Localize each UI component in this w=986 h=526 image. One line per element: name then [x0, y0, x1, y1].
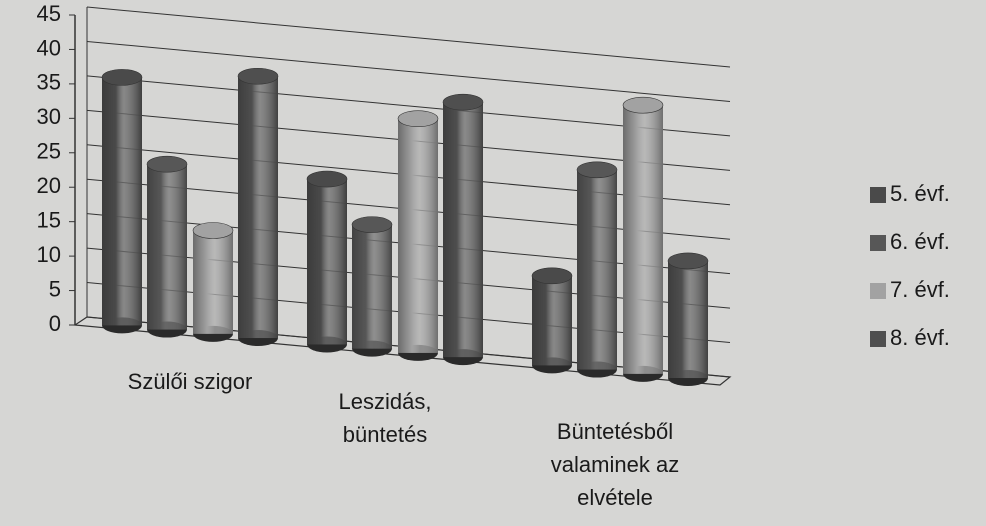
cylinder	[667, 252, 709, 387]
grid-line	[86, 75, 731, 137]
bar-tint	[307, 179, 347, 345]
bar-tint	[238, 76, 278, 339]
cylinder	[576, 161, 618, 378]
bar-tint	[193, 230, 233, 334]
cylinder	[351, 216, 393, 357]
cylinder-top	[576, 161, 618, 179]
legend-label: 8. évf.	[890, 325, 950, 350]
cylinder-top	[397, 110, 439, 127]
x-tick-label: Leszidás, büntetés	[338, 389, 432, 447]
bar-tint	[623, 105, 663, 374]
cylinder	[306, 170, 348, 353]
cylinder	[101, 69, 143, 334]
cylinder	[442, 93, 484, 366]
cylinder-top	[237, 67, 279, 85]
cylinder-top	[192, 222, 234, 239]
y-tick-label: 5	[49, 276, 61, 301]
cylinder-top	[442, 93, 484, 111]
cylinder-top	[667, 252, 709, 270]
cylinder	[146, 155, 188, 338]
y-tick-label: 15	[37, 207, 61, 232]
y-tick-label: 35	[37, 70, 61, 95]
cylinder-top	[622, 96, 664, 114]
legend-swatch	[870, 187, 886, 203]
x-tick-label: Büntetésből valaminek az elvétele	[550, 419, 680, 510]
legend-swatch	[870, 331, 886, 347]
grid-line	[86, 40, 731, 102]
cylinder	[192, 222, 234, 342]
bar-tint	[532, 275, 572, 366]
bar-tint	[102, 77, 142, 326]
legend-label: 5. évf.	[890, 181, 950, 206]
legend-swatch	[870, 235, 886, 251]
y-tick-label: 25	[37, 139, 61, 164]
legend-label: 7. évf.	[890, 277, 950, 302]
y-tick-label: 0	[49, 311, 61, 336]
x-tick-label: Szülői szigor	[127, 369, 253, 394]
legend-swatch	[870, 283, 886, 299]
grid-line	[86, 6, 731, 68]
cylinder	[622, 96, 664, 382]
cylinder-top	[531, 267, 573, 285]
y-tick-label: 20	[37, 173, 61, 198]
bar-tint	[443, 102, 483, 358]
cylinder-top	[146, 155, 188, 173]
cylinder	[531, 267, 573, 374]
legend-label: 6. évf.	[890, 229, 950, 254]
bar-tint	[577, 169, 617, 370]
y-tick-label: 40	[37, 35, 61, 60]
bar-tint	[352, 224, 392, 349]
bar-tint	[398, 118, 438, 353]
cylinder	[397, 110, 439, 361]
y-tick-label: 10	[37, 242, 61, 267]
bar-tint	[147, 164, 187, 330]
bar-tint	[668, 260, 708, 379]
cylinder-top	[101, 69, 143, 86]
cylinder	[237, 67, 279, 347]
cylinder-top	[306, 170, 348, 188]
y-tick-label: 30	[37, 104, 61, 129]
cylinder-top	[351, 216, 393, 233]
y-tick-label: 45	[37, 1, 61, 26]
